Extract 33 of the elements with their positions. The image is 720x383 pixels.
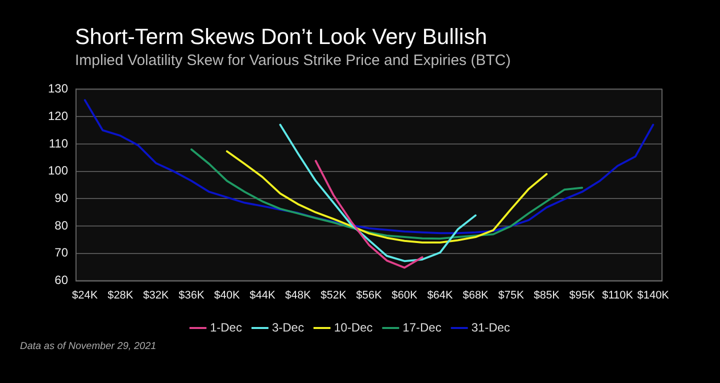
x-tick-label: $44K — [250, 289, 276, 302]
legend-label: 1-Dec — [210, 320, 242, 334]
y-tick-label: 120 — [48, 108, 68, 123]
x-tick-label: $140K — [637, 289, 670, 302]
x-tick-label: $56K — [356, 289, 383, 302]
x-tick-label: $68K — [462, 289, 490, 302]
x-tick-label: $60K — [392, 289, 418, 302]
x-tick-label: $24K — [72, 289, 98, 302]
legend-label: 10-Dec — [334, 320, 373, 334]
x-tick-label: $28K — [108, 289, 134, 302]
legend-label: 31-Dec — [471, 320, 510, 334]
x-tick-label: $85K — [534, 289, 560, 302]
x-tick-label: $75K — [498, 289, 525, 302]
x-tick-label: $32K — [143, 289, 170, 302]
x-tick-label: $52K — [320, 289, 347, 302]
y-tick-label: 90 — [54, 191, 68, 205]
x-tick-label: $95K — [569, 289, 596, 302]
chart-title: Short-Term Skews Don’t Look Very Bullish — [75, 24, 488, 50]
x-tick-label: $64K — [427, 289, 454, 302]
y-tick-label: 110 — [48, 136, 68, 150]
y-tick-label: 80 — [54, 218, 68, 232]
x-tick-label: $36K — [178, 289, 205, 302]
y-tick-label: 70 — [54, 246, 68, 260]
y-tick-label: 100 — [48, 164, 68, 178]
x-tick-label: $40K — [214, 289, 240, 302]
x-tick-label: $48K — [285, 289, 312, 302]
y-tick-label: 130 — [48, 82, 68, 96]
legend-label: 3-Dec — [272, 320, 304, 334]
x-tick-label: $110K — [602, 289, 634, 302]
text: Data as of November 29, 2021 — [20, 341, 156, 352]
chart-subtitle: Implied Volatility Skew for Various Strike Price and Expiries (BTC) — [75, 52, 511, 69]
y-tick-label: 60 — [54, 273, 68, 288]
legend-label: 17-Dec — [402, 320, 442, 334]
